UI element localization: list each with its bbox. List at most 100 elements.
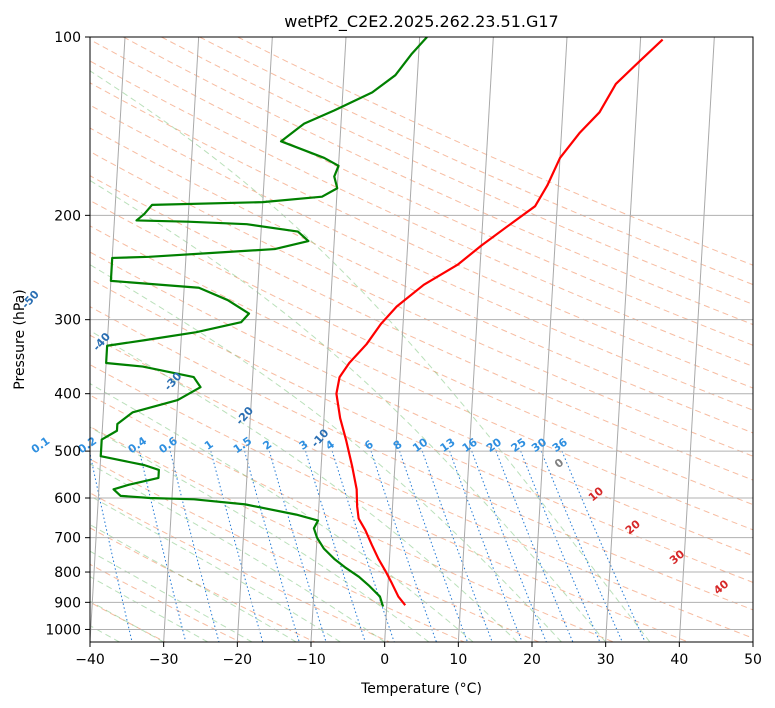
moist-adiabat-line (90, 264, 562, 642)
mixing-ratio-line (520, 450, 601, 642)
y-tick-label: 900 (54, 595, 81, 611)
dry-adiabat-line (90, 251, 753, 557)
dry-adiabat-line (90, 426, 540, 642)
mixing-ratio-label: 4 (323, 438, 337, 453)
dry-adiabat-line (90, 127, 753, 434)
mixing-ratio-label: 25 (509, 436, 529, 455)
mixing-ratio-label: 3 (297, 438, 311, 453)
mixing-ratio-label: 10 (410, 435, 430, 455)
x-tick-label: −10 (296, 652, 326, 668)
moist-adiabat-line (90, 463, 385, 642)
dry-adiabat-line (90, 199, 753, 506)
chart-title: wetPf2_C2E2.2025.262.23.51.G17 (284, 12, 558, 32)
moist-adiabat-label: 20 (623, 517, 643, 537)
mixing-ratio-line (540, 450, 623, 642)
mixing-ratio-line (495, 450, 574, 642)
mixing-ratio-line (305, 450, 366, 642)
mixing-ratio-label: 1.5 (231, 434, 254, 456)
dry-adiabat-line (90, 60, 753, 367)
dry-adiabat-line (90, 394, 614, 642)
dry-adiabat-line (199, 37, 753, 286)
x-tick-label: −40 (75, 652, 105, 668)
y-tick-label: 200 (54, 208, 81, 224)
dry-adiabat-line (90, 175, 753, 481)
mixing-ratio-line (561, 450, 646, 642)
mixing-ratio-label: 30 (529, 435, 549, 455)
x-tick-label: −20 (223, 652, 253, 668)
moist-adiabat-label: 10 (586, 484, 606, 504)
x-tick-label: 10 (449, 652, 467, 668)
dry-adiabat-line (90, 492, 390, 642)
dry-adiabat-line (90, 306, 753, 611)
moist-adiabat-line (90, 495, 341, 642)
isotherm-line (310, 37, 347, 642)
profile-line (335, 38, 664, 606)
isotherm-line (457, 37, 494, 642)
x-tick-label: −30 (149, 652, 179, 668)
x-tick-label: 20 (523, 652, 541, 668)
data-series (99, 37, 664, 607)
isotherm-line (531, 37, 568, 642)
y-tick-label: 1000 (45, 622, 81, 638)
mixing-ratio-label: 6 (362, 438, 376, 453)
isotherm-line (752, 633, 753, 642)
moist-adiabat-line (90, 600, 164, 642)
isotherm-line (236, 37, 273, 642)
moist-adiabat-line (90, 426, 430, 642)
dry-adiabat-line (237, 37, 753, 266)
y-tick-label: 600 (54, 491, 81, 507)
x-tick-label: 40 (670, 652, 688, 668)
isotherm-line (163, 37, 200, 642)
isotherm-line (605, 37, 642, 642)
mixing-ratio-label: 0.4 (126, 434, 150, 456)
dry-adiabat-line (90, 104, 753, 411)
dry-adiabat-line (90, 458, 465, 642)
dry-adiabat-line (90, 151, 753, 457)
y-tick-label: 400 (54, 387, 81, 403)
moist-adiabat-line (90, 550, 253, 642)
y-tick-label: 500 (54, 444, 81, 460)
mixing-ratio-line (244, 450, 300, 642)
y-tick-label: 300 (54, 313, 81, 329)
dry-adiabat-line (123, 37, 753, 326)
x-axis-label: Temperature (°C) (360, 681, 482, 697)
moist-adiabat-label: 0 (552, 456, 566, 471)
y-tick-label: 800 (54, 565, 81, 581)
mixing-ratio-label: 36 (550, 435, 570, 455)
isotherm-line (384, 37, 421, 642)
isotherm-label: -20 (233, 404, 256, 428)
isotherm-line (678, 37, 715, 642)
mixing-ratio-line (370, 450, 437, 642)
dry-adiabat-line (161, 37, 753, 305)
mixing-ratio-label: 0.1 (29, 434, 52, 456)
profile-line (99, 37, 428, 607)
dry-adiabat-line (90, 82, 753, 389)
mixing-ratio-line (399, 450, 468, 642)
dry-adiabat-line (90, 334, 753, 639)
x-tick-label: 0 (380, 652, 389, 668)
isoline-labels: -100-90-80-70-60-50-40-30-20-100.10.20.4… (19, 288, 732, 598)
plot-frame (89, 36, 754, 643)
dry-adiabat-line (90, 39, 753, 346)
x-tick-label: 50 (744, 652, 762, 668)
mixing-ratio-line (449, 450, 523, 642)
isotherm-label: -30 (162, 370, 185, 394)
mixing-ratio-line (210, 450, 264, 642)
x-tick-label: 30 (597, 652, 615, 668)
mixing-ratio-label: 8 (391, 438, 405, 453)
moist-adiabat-line (90, 179, 607, 642)
moist-adiabat-line (90, 70, 651, 642)
mixing-ratio-label: 0.6 (157, 434, 181, 456)
y-tick-label: 700 (54, 531, 81, 547)
dry-adiabat-line (90, 225, 753, 531)
mixing-ratio-line (169, 450, 220, 642)
mixing-ratio-label: 13 (438, 436, 458, 455)
moist-adiabat-line (90, 576, 209, 642)
moist-adiabat-label: 40 (711, 577, 731, 597)
mixing-ratio-line (331, 450, 395, 642)
mixing-ratio-line (268, 450, 327, 642)
y-axis: 100 200 300 400 500 600 700 800 900 1000 (45, 30, 90, 638)
x-axis: −40 −30 −20 −10 0 10 20 30 40 50 (75, 642, 762, 668)
y-tick-label: 100 (54, 30, 81, 46)
